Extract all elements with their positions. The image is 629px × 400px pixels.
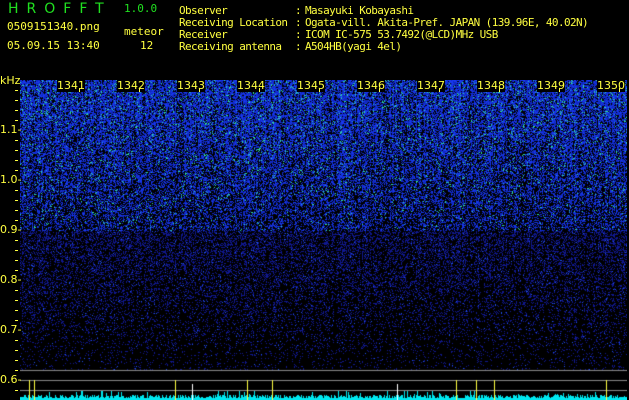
y-minor-tick	[15, 220, 18, 221]
y-minor-tick	[15, 310, 18, 311]
meteor-count: 12	[140, 39, 154, 52]
x-tick	[499, 88, 500, 92]
time-label: 1343	[177, 79, 205, 92]
y-tick-label: 0.9-	[0, 223, 22, 236]
x-tick	[319, 88, 320, 92]
receiver-value: ICOM IC-575 53.7492(@LCD)MHz USB	[305, 28, 498, 41]
colon: :	[295, 28, 302, 41]
y-minor-tick	[15, 110, 18, 111]
y-tick-label: 0.6-	[0, 373, 22, 386]
location-value: Ogata-vill. Akita-Pref. JAPAN (139.96E, …	[305, 16, 589, 29]
time-label: 1345	[297, 79, 325, 92]
y-tick-label: 0.8-	[0, 273, 22, 286]
y-minor-tick	[15, 120, 18, 121]
time-label: 1344	[237, 79, 265, 92]
y-minor-tick	[15, 90, 18, 91]
app-brand: HROFFT	[8, 1, 112, 17]
y-axis-unit: kHz	[0, 74, 21, 87]
y-minor-tick	[15, 140, 18, 141]
x-tick	[619, 88, 620, 92]
time-label: 1350	[597, 79, 625, 92]
antenna-value: A504HB(yagi 4el)	[305, 40, 402, 53]
x-tick	[559, 88, 560, 92]
y-minor-tick	[15, 340, 18, 341]
x-tick	[199, 88, 200, 92]
time-label: 1342	[117, 79, 145, 92]
y-minor-tick	[15, 160, 18, 161]
observer-label: Observer	[179, 4, 228, 17]
time-label: 1341	[57, 79, 85, 92]
y-minor-tick	[15, 210, 18, 211]
colon: :	[295, 40, 302, 53]
x-tick	[259, 88, 260, 92]
colon: :	[295, 16, 302, 29]
y-minor-tick	[15, 100, 18, 101]
x-tick	[379, 88, 380, 92]
time-label: 1349	[537, 79, 565, 92]
y-minor-tick	[15, 390, 18, 391]
file-name: 0509151340.png	[7, 20, 100, 33]
x-tick	[79, 88, 80, 92]
y-tick-label: 1.1-	[0, 123, 22, 136]
y-minor-tick	[15, 370, 18, 371]
time-label: 1346	[357, 79, 385, 92]
y-minor-tick	[15, 170, 18, 171]
y-minor-tick	[15, 200, 18, 201]
y-minor-tick	[15, 150, 18, 151]
observer-value: Masayuki Kobayashi	[305, 4, 414, 17]
antenna-label: Receiving antenna	[179, 40, 282, 53]
y-minor-tick	[15, 190, 18, 191]
time-label: 1348	[477, 79, 505, 92]
location-label: Receiving Location	[179, 16, 288, 29]
colon: :	[295, 4, 302, 17]
meteor-label: meteor	[124, 25, 164, 38]
file-datetime: 05.09.15 13:40	[7, 39, 100, 52]
y-tick-label: 1.0-	[0, 173, 22, 186]
y-minor-tick	[15, 320, 18, 321]
y-minor-tick	[15, 350, 18, 351]
x-tick	[139, 88, 140, 92]
receiver-label: Receiver	[179, 28, 228, 41]
y-minor-tick	[15, 290, 18, 291]
spectrogram	[20, 80, 627, 400]
app-version: 1.0.0	[124, 2, 158, 15]
y-tick-label: 0.7-	[0, 323, 22, 336]
time-label: 1347	[417, 79, 445, 92]
y-minor-tick	[15, 250, 18, 251]
y-minor-tick	[15, 300, 18, 301]
y-minor-tick	[15, 360, 18, 361]
y-minor-tick	[15, 260, 18, 261]
x-tick	[439, 88, 440, 92]
y-minor-tick	[15, 240, 18, 241]
y-minor-tick	[15, 270, 18, 271]
